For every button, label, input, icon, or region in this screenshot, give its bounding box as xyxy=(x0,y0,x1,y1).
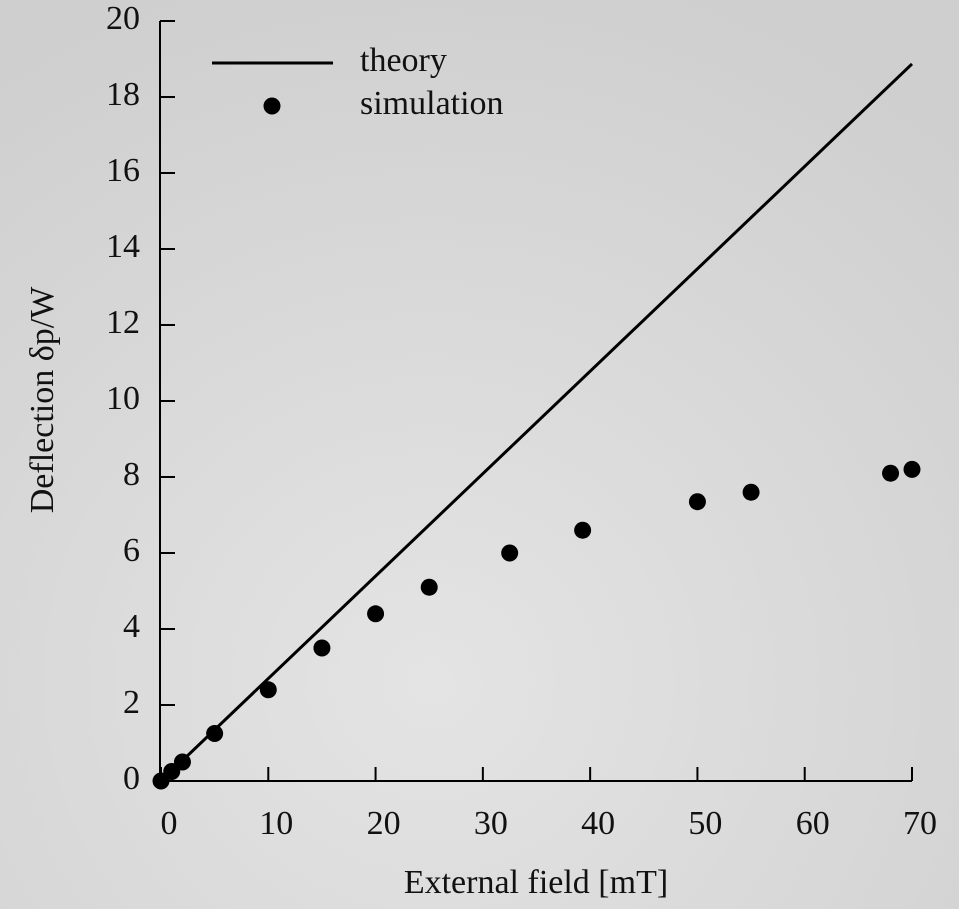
x-tick-label: 0 xyxy=(161,805,178,842)
data-point xyxy=(688,493,706,511)
legend-label: simulation xyxy=(360,85,504,122)
x-axis-label: External field [mT] xyxy=(404,864,668,901)
y-tick-label: 2 xyxy=(123,684,140,721)
y-tick-label: 16 xyxy=(106,152,140,189)
data-point xyxy=(206,725,224,742)
y-tick-label: 4 xyxy=(123,608,140,645)
x-tick-label: 20 xyxy=(367,805,401,842)
y-tick-label: 18 xyxy=(106,76,140,113)
y-tick-label: 14 xyxy=(106,228,140,265)
y-tick-label: 6 xyxy=(123,532,140,569)
data-point xyxy=(501,544,519,562)
y-tick-label: 8 xyxy=(123,456,140,493)
theory-line xyxy=(159,62,914,783)
data-point xyxy=(313,639,331,657)
data-point xyxy=(259,681,277,699)
x-tick-label: 70 xyxy=(903,805,937,842)
y-tick-label: 20 xyxy=(106,0,140,37)
data-point xyxy=(903,460,921,478)
legend-swatch xyxy=(263,97,281,115)
data-point xyxy=(742,483,760,501)
x-tick-label: 10 xyxy=(259,805,293,842)
data-point xyxy=(574,521,592,539)
data-point xyxy=(882,464,900,482)
x-tick-label: 30 xyxy=(474,805,508,842)
x-tick-label: 50 xyxy=(688,805,722,842)
data-point xyxy=(367,605,385,623)
data-point xyxy=(420,578,438,596)
x-tick-label: 60 xyxy=(796,805,830,842)
y-tick-label: 0 xyxy=(123,760,140,797)
y-tick-label: 10 xyxy=(106,380,140,417)
y-tick-label: 12 xyxy=(106,304,140,341)
x-tick-label: 40 xyxy=(581,805,615,842)
legend-label: theory xyxy=(360,42,447,79)
data-point xyxy=(173,753,191,771)
y-axis-label: Deflection δp/W xyxy=(24,286,61,513)
